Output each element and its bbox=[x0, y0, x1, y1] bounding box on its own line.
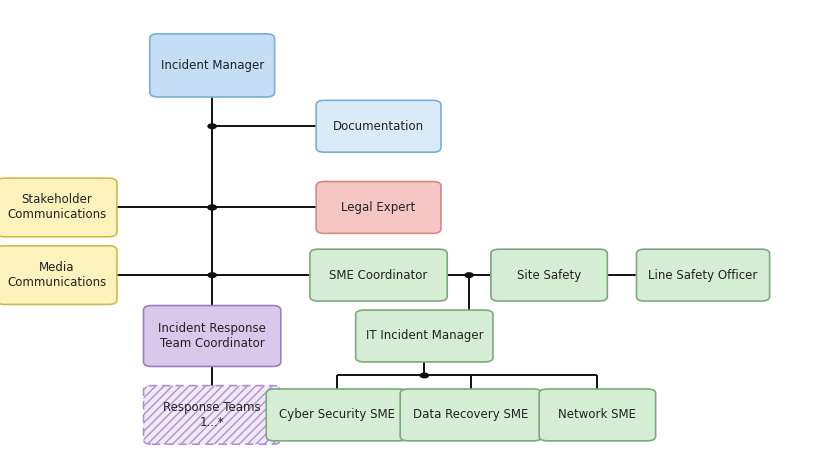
Text: Data Recovery SME: Data Recovery SME bbox=[414, 409, 528, 421]
FancyBboxPatch shape bbox=[491, 249, 607, 301]
FancyBboxPatch shape bbox=[150, 34, 275, 97]
Circle shape bbox=[208, 124, 216, 129]
FancyBboxPatch shape bbox=[539, 389, 656, 441]
Text: Incident Response
Team Coordinator: Incident Response Team Coordinator bbox=[158, 322, 266, 350]
Circle shape bbox=[465, 273, 473, 277]
Text: Incident Manager: Incident Manager bbox=[161, 59, 264, 72]
FancyBboxPatch shape bbox=[0, 178, 116, 237]
FancyBboxPatch shape bbox=[143, 306, 280, 366]
Text: Legal Expert: Legal Expert bbox=[341, 201, 416, 214]
Circle shape bbox=[208, 205, 216, 210]
Text: Cyber Security SME: Cyber Security SME bbox=[279, 409, 395, 421]
FancyBboxPatch shape bbox=[0, 246, 116, 304]
FancyBboxPatch shape bbox=[316, 181, 441, 234]
Text: Stakeholder
Communications: Stakeholder Communications bbox=[7, 193, 106, 221]
Text: Network SME: Network SME bbox=[558, 409, 636, 421]
FancyBboxPatch shape bbox=[266, 389, 408, 441]
FancyBboxPatch shape bbox=[400, 389, 542, 441]
Circle shape bbox=[208, 273, 216, 277]
Text: Media
Communications: Media Communications bbox=[7, 261, 106, 289]
Circle shape bbox=[420, 373, 428, 378]
FancyBboxPatch shape bbox=[356, 310, 493, 362]
FancyBboxPatch shape bbox=[316, 101, 441, 152]
Text: IT Incident Manager: IT Incident Manager bbox=[365, 330, 483, 342]
FancyBboxPatch shape bbox=[143, 386, 280, 444]
FancyBboxPatch shape bbox=[310, 249, 448, 301]
Text: Documentation: Documentation bbox=[333, 120, 424, 133]
Text: Line Safety Officer: Line Safety Officer bbox=[648, 269, 758, 281]
Text: SME Coordinator: SME Coordinator bbox=[329, 269, 428, 281]
FancyBboxPatch shape bbox=[636, 249, 770, 301]
Text: Site Safety: Site Safety bbox=[517, 269, 582, 281]
Text: Response Teams
1...*: Response Teams 1...* bbox=[163, 401, 261, 429]
Circle shape bbox=[208, 205, 216, 210]
